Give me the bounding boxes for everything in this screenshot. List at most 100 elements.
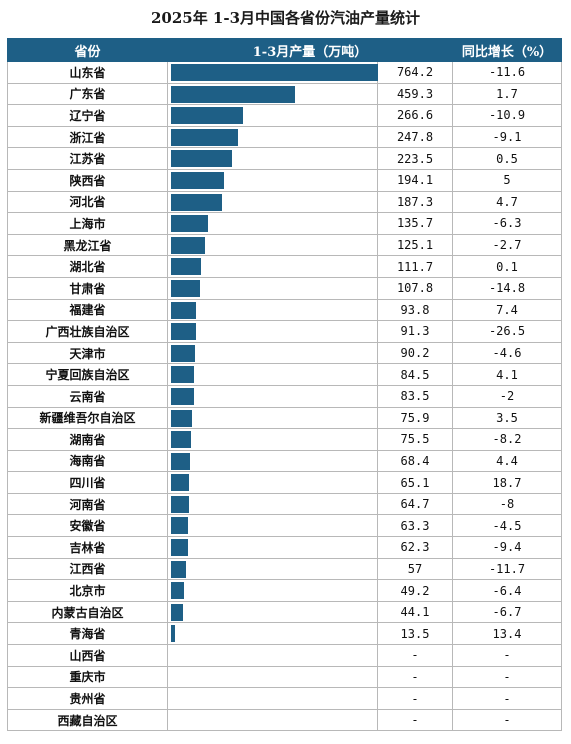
growth-value: 5 <box>452 168 562 192</box>
growth-value: -14.8 <box>452 276 562 300</box>
province-cell: 河北省 <box>7 190 168 214</box>
province-cell: 新疆维吾尔自治区 <box>7 406 168 430</box>
bar-cell <box>167 708 378 732</box>
province-cell: 湖南省 <box>7 428 168 451</box>
table-row: 贵州省 - - <box>7 687 562 710</box>
output-bar <box>171 517 188 535</box>
bar-cell <box>167 622 378 646</box>
table-row: 河北省 187.3 4.7 <box>7 190 562 214</box>
bar-cell <box>167 665 378 689</box>
table-row: 湖北省 111.7 0.1 <box>7 255 562 278</box>
output-bar <box>171 560 186 578</box>
growth-value: 18.7 <box>452 471 562 494</box>
growth-value: -11.6 <box>452 61 562 84</box>
bar-cell <box>167 687 378 710</box>
output-bar <box>171 215 208 233</box>
bar-cell <box>167 298 378 322</box>
province-cell: 江西省 <box>7 557 168 581</box>
province-cell: 江苏省 <box>7 147 168 170</box>
output-bar <box>171 409 192 427</box>
output-bar <box>171 107 243 125</box>
table-row: 青海省 13.5 13.4 <box>7 622 562 646</box>
output-bar <box>171 625 175 643</box>
output-value: 63.3 <box>377 514 453 538</box>
growth-value: -11.7 <box>452 557 562 581</box>
bar-cell <box>167 125 378 149</box>
output-value: 44.1 <box>377 600 453 624</box>
bar-cell <box>167 406 378 430</box>
output-value: - <box>377 687 453 710</box>
output-value: 459.3 <box>377 82 453 106</box>
bar-cell <box>167 557 378 581</box>
output-value: 75.5 <box>377 428 453 451</box>
province-cell: 福建省 <box>7 298 168 322</box>
province-cell: 河南省 <box>7 492 168 516</box>
bar-cell <box>167 233 378 257</box>
growth-value: 4.4 <box>452 449 562 473</box>
table-row: 新疆维吾尔自治区 75.9 3.5 <box>7 406 562 430</box>
output-bar <box>171 452 190 470</box>
output-value: 62.3 <box>377 536 453 559</box>
output-value: 125.1 <box>377 233 453 257</box>
bar-cell <box>167 514 378 538</box>
growth-value: - <box>452 708 562 732</box>
bar-cell <box>167 492 378 516</box>
bar-cell <box>167 82 378 106</box>
output-value: 223.5 <box>377 147 453 170</box>
table-row: 广西壮族自治区 91.3 -26.5 <box>7 320 562 343</box>
province-cell: 云南省 <box>7 384 168 408</box>
output-bar <box>171 85 295 103</box>
province-cell: 辽宁省 <box>7 104 168 127</box>
chart-title: 2025年 1-3月中国各省份汽油产量统计 <box>150 9 421 27</box>
table-row: 天津市 90.2 -4.6 <box>7 341 562 365</box>
output-bar <box>171 582 184 600</box>
bar-cell <box>167 471 378 494</box>
output-bar <box>171 539 188 557</box>
province-cell: 西藏自治区 <box>7 708 168 732</box>
table-row: 云南省 83.5 -2 <box>7 384 562 408</box>
table-row: 河南省 64.7 -8 <box>7 492 562 516</box>
output-bar <box>171 258 201 276</box>
output-bar <box>171 344 195 362</box>
bar-cell <box>167 644 378 667</box>
province-cell: 陕西省 <box>7 168 168 192</box>
growth-value: 4.1 <box>452 363 562 386</box>
bar-cell <box>167 579 378 602</box>
bar-cell <box>167 428 378 451</box>
province-cell: 湖北省 <box>7 255 168 278</box>
output-bar <box>171 603 183 621</box>
growth-value: 13.4 <box>452 622 562 646</box>
header-province: 省份 <box>7 38 168 62</box>
bar-cell <box>167 255 378 278</box>
output-bar <box>171 193 222 211</box>
province-cell: 上海市 <box>7 212 168 235</box>
table-row: 江苏省 223.5 0.5 <box>7 147 562 170</box>
table-row: 西藏自治区 - - <box>7 708 562 732</box>
output-bar <box>171 64 378 81</box>
growth-value: -26.5 <box>452 320 562 343</box>
output-value: 135.7 <box>377 212 453 235</box>
output-value: 57 <box>377 557 453 581</box>
growth-value: -6.7 <box>452 600 562 624</box>
table-row: 四川省 65.1 18.7 <box>7 471 562 494</box>
table-row: 海南省 68.4 4.4 <box>7 449 562 473</box>
bar-cell <box>167 600 378 624</box>
growth-value: - <box>452 665 562 689</box>
table-row: 内蒙古自治区 44.1 -6.7 <box>7 600 562 624</box>
table-row: 黑龙江省 125.1 -2.7 <box>7 233 562 257</box>
growth-value: -2.7 <box>452 233 562 257</box>
province-cell: 广西壮族自治区 <box>7 320 168 343</box>
growth-value: -8 <box>452 492 562 516</box>
growth-value: -9.4 <box>452 536 562 559</box>
growth-value: -4.6 <box>452 341 562 365</box>
output-bar <box>171 474 189 492</box>
output-value: 266.6 <box>377 104 453 127</box>
province-cell: 山东省 <box>7 61 168 84</box>
table-row: 湖南省 75.5 -8.2 <box>7 428 562 451</box>
province-cell: 海南省 <box>7 449 168 473</box>
growth-value: -8.2 <box>452 428 562 451</box>
bar-cell <box>167 320 378 343</box>
table-row: 安徽省 63.3 -4.5 <box>7 514 562 538</box>
table-row: 重庆市 - - <box>7 665 562 689</box>
header-output: 1-3月产量（万吨） <box>167 38 453 62</box>
